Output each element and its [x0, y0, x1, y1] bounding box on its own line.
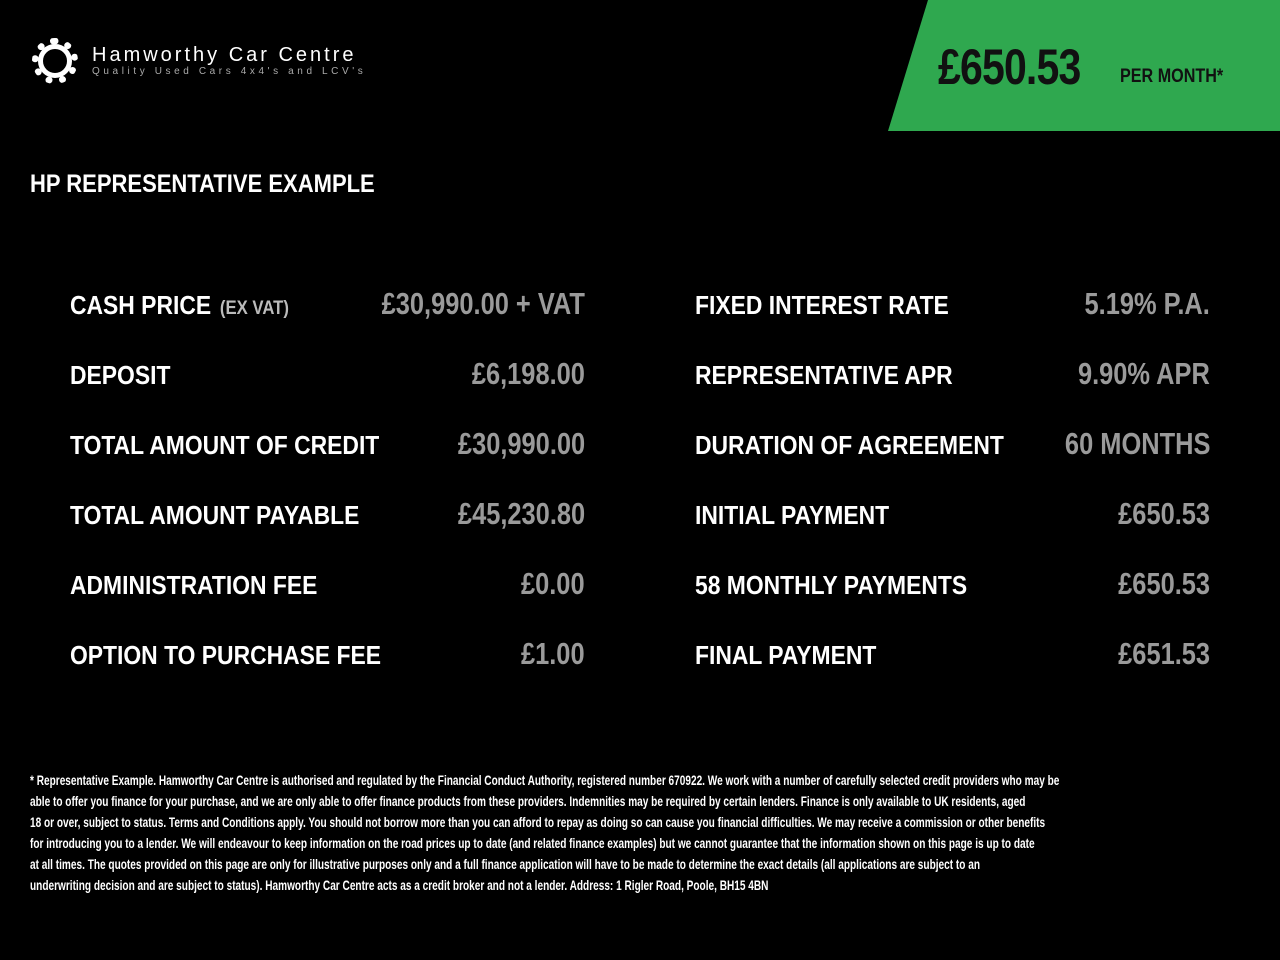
row-label: ADMINISTRATION FEE [70, 570, 318, 600]
finance-row: DEPOSIT £6,198.00 [70, 350, 585, 420]
finance-row: CASH PRICE (EX VAT) £30,990.00 + VAT [70, 280, 585, 350]
per-month-label: PER MONTH* [1120, 66, 1224, 87]
finance-details-right: FIXED INTEREST RATE 5.19% P.A. REPRESENTA… [695, 280, 1210, 700]
disclaimer-line: at all times. The quotes provided on thi… [30, 856, 980, 872]
disclaimer-line: 18 or over, subject to status. Terms and… [30, 814, 1046, 830]
row-value: 5.19% P.A. [1084, 286, 1210, 321]
row-label: FINAL PAYMENT [695, 640, 877, 670]
monthly-price-banner: £650.53 PER MONTH* [888, 0, 1280, 131]
disclaimer-line: underwriting decision and are subject to… [30, 877, 769, 893]
row-label: REPRESENTATIVE APR [695, 360, 953, 390]
disclaimer: * Representative Example. Hamworthy Car … [30, 770, 1280, 896]
row-value: £650.53 [1118, 496, 1210, 531]
brand-name: Hamworthy Car Centre [92, 44, 357, 66]
finance-row: ADMINISTRATION FEE £0.00 [70, 560, 585, 630]
finance-row: TOTAL AMOUNT OF CREDIT £30,990.00 [70, 420, 585, 490]
row-label: TOTAL AMOUNT PAYABLE [70, 500, 360, 530]
finance-details-left: CASH PRICE (EX VAT) £30,990.00 + VAT DEPOS… [70, 280, 585, 700]
disclaimer-line: able to offer you finance for your purch… [30, 793, 1026, 809]
row-value: £6,198.00 [471, 356, 585, 391]
page-title: HP REPRESENTATIVE EXAMPLE [30, 170, 375, 198]
finance-row: TOTAL AMOUNT PAYABLE £45,230.80 [70, 490, 585, 560]
gear-ring-icon [32, 38, 78, 84]
row-label: DURATION OF AGREEMENT [695, 430, 1004, 460]
finance-row: DURATION OF AGREEMENT 60 MONTHS [695, 420, 1210, 490]
row-value: £651.53 [1118, 636, 1210, 671]
row-value: £0.00 [521, 566, 585, 601]
row-label: FIXED INTEREST RATE [695, 290, 949, 320]
row-value: £45,230.80 [457, 496, 585, 531]
row-label: INITIAL PAYMENT [695, 500, 890, 530]
finance-row: REPRESENTATIVE APR 9.90% APR [695, 350, 1210, 420]
row-value: £1.00 [521, 636, 585, 671]
row-value: £30,990.00 [457, 426, 585, 461]
brand-tagline: Quality Used Cars 4x4's and LCV's [92, 66, 367, 77]
row-label: OPTION TO PURCHASE FEE [70, 640, 382, 670]
row-label: 58 MONTHLY PAYMENTS [695, 570, 968, 600]
finance-row: INITIAL PAYMENT £650.53 [695, 490, 1210, 560]
row-label: TOTAL AMOUNT OF CREDIT [70, 430, 380, 460]
row-label: DEPOSIT [70, 360, 171, 390]
monthly-price: £650.53 [938, 39, 1081, 95]
row-sublabel: (EX VAT) [219, 298, 289, 319]
finance-row: 58 MONTHLY PAYMENTS £650.53 [695, 560, 1210, 630]
row-value: 9.90% APR [1078, 356, 1210, 391]
row-value: £650.53 [1118, 566, 1210, 601]
finance-row: FIXED INTEREST RATE 5.19% P.A. [695, 280, 1210, 350]
finance-row: FINAL PAYMENT £651.53 [695, 630, 1210, 700]
row-value: £30,990.00 + VAT [381, 286, 585, 321]
disclaimer-line: * Representative Example. Hamworthy Car … [30, 772, 1060, 788]
row-label: CASH PRICE [70, 290, 212, 320]
brand-logo: Hamworthy Car Centre Quality Used Cars 4… [32, 38, 366, 84]
disclaimer-line: for introducing you to a lender. We will… [30, 835, 1035, 851]
finance-row: OPTION TO PURCHASE FEE £1.00 [70, 630, 585, 700]
row-value: 60 MONTHS [1064, 426, 1210, 461]
